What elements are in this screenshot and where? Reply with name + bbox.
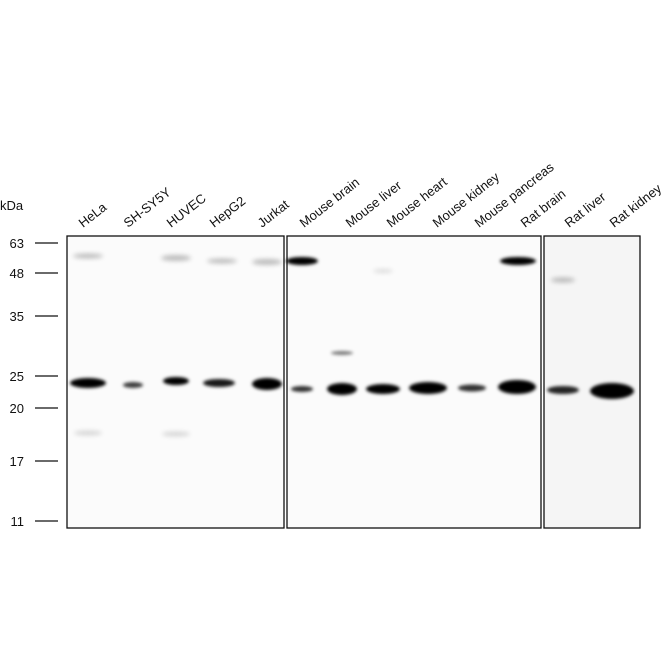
lane-label: Rat liver	[562, 189, 609, 231]
marker-label: 35	[10, 309, 24, 324]
marker-label: 63	[10, 236, 24, 251]
lane-label: Rat kidney	[607, 180, 665, 230]
marker-label: 25	[10, 369, 24, 384]
blot-panel	[543, 235, 641, 529]
lane-label: Jurkat	[255, 197, 292, 231]
bands	[70, 253, 634, 437]
lane-label: HeLa	[76, 199, 110, 230]
marker-ladder: 63 48 35 25 20 17 11	[10, 236, 58, 529]
lane-label: HepG2	[207, 193, 249, 230]
blot-panel	[286, 235, 542, 529]
marker-label: 20	[10, 401, 24, 416]
marker-label: 11	[11, 514, 25, 529]
marker-label: 17	[10, 454, 24, 469]
marker-label: 48	[10, 266, 24, 281]
unit-label: kDa	[0, 198, 24, 213]
lane-label: SH-SY5Y	[121, 184, 174, 230]
